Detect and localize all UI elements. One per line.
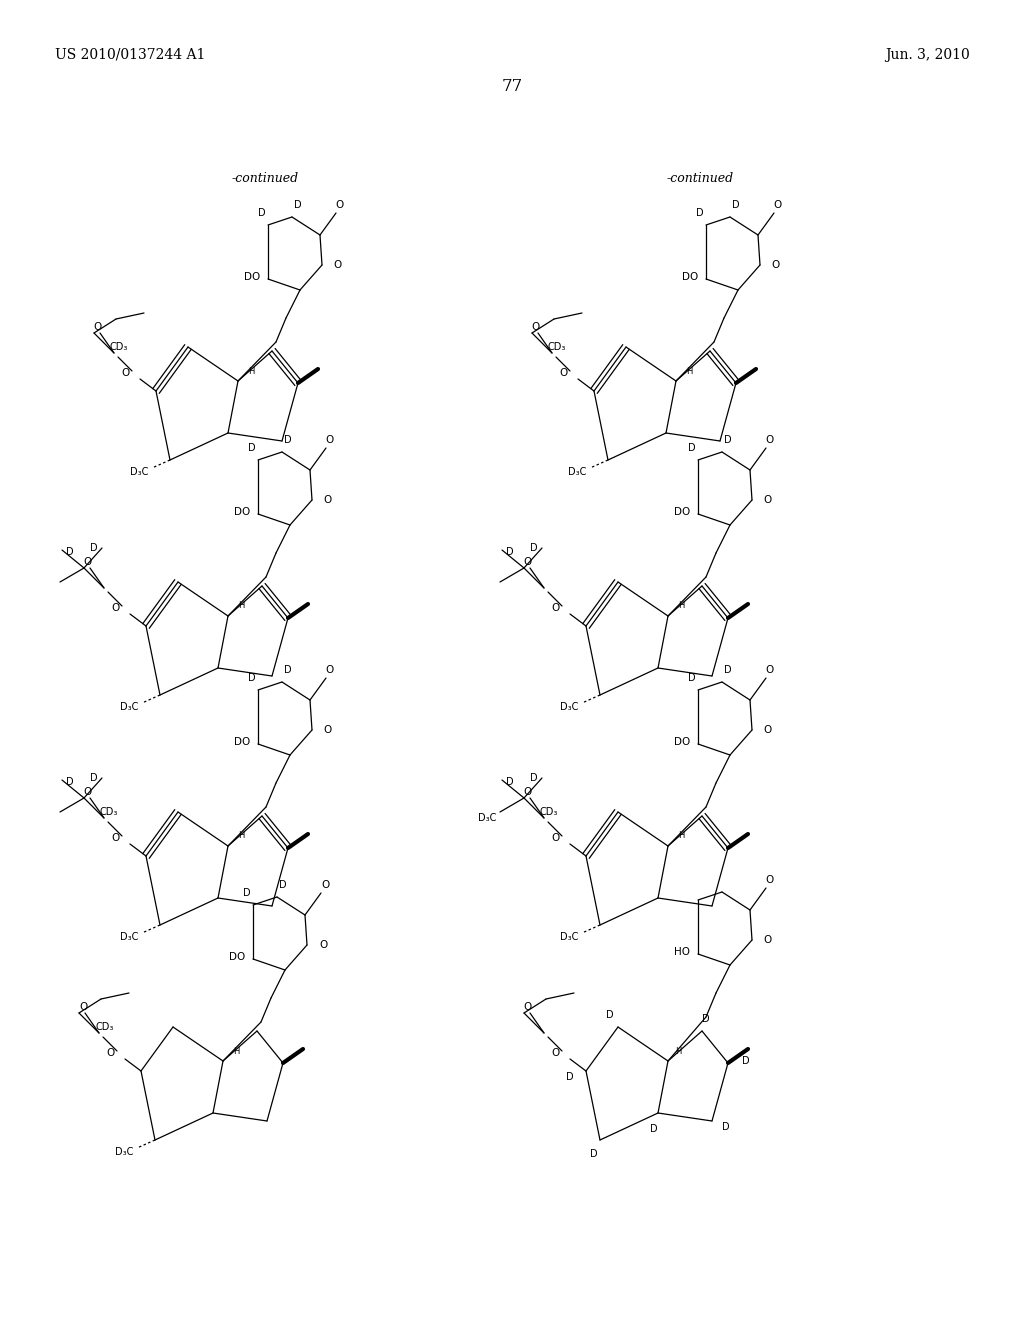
Text: H: H <box>686 367 692 375</box>
Text: CD₃: CD₃ <box>100 807 119 817</box>
Text: D: D <box>530 543 538 553</box>
Text: D: D <box>606 1010 613 1020</box>
Text: O: O <box>552 833 560 843</box>
Text: DO: DO <box>674 507 690 517</box>
Text: D₃C: D₃C <box>115 1147 133 1158</box>
Text: D: D <box>724 665 732 675</box>
Text: H: H <box>238 832 245 841</box>
Text: CD₃: CD₃ <box>110 342 128 352</box>
Text: O: O <box>531 322 540 333</box>
Text: D₃C: D₃C <box>560 702 578 711</box>
Text: D: D <box>702 1014 710 1024</box>
Text: D₃C: D₃C <box>130 467 148 477</box>
Text: O: O <box>321 880 329 890</box>
Text: D: D <box>724 436 732 445</box>
Text: D: D <box>732 201 739 210</box>
Text: H: H <box>678 602 684 610</box>
Text: O: O <box>324 495 332 506</box>
Text: CD₃: CD₃ <box>540 807 558 817</box>
Text: O: O <box>84 557 92 568</box>
Text: HO: HO <box>674 946 690 957</box>
Text: DO: DO <box>233 507 250 517</box>
Text: O: O <box>524 1002 532 1012</box>
Text: O: O <box>94 322 102 333</box>
Text: DO: DO <box>233 737 250 747</box>
Text: DO: DO <box>682 272 698 282</box>
Text: D: D <box>67 777 74 787</box>
Text: CD₃: CD₃ <box>548 342 566 352</box>
Text: -continued: -continued <box>667 172 733 185</box>
Text: O: O <box>324 725 332 735</box>
Text: O: O <box>326 436 334 445</box>
Text: O: O <box>560 368 568 378</box>
Text: O: O <box>318 940 327 950</box>
Text: O: O <box>112 603 120 612</box>
Text: D: D <box>696 209 703 218</box>
Text: H: H <box>248 367 254 375</box>
Text: O: O <box>774 201 782 210</box>
Text: O: O <box>106 1048 115 1059</box>
Text: O: O <box>766 875 774 884</box>
Text: H: H <box>678 832 684 841</box>
Text: D₃C: D₃C <box>477 813 496 822</box>
Text: D: D <box>742 1056 750 1067</box>
Text: O: O <box>552 603 560 612</box>
Text: O: O <box>764 935 772 945</box>
Text: O: O <box>84 787 92 797</box>
Text: D: D <box>248 673 256 682</box>
Text: O: O <box>764 725 772 735</box>
Text: Jun. 3, 2010: Jun. 3, 2010 <box>886 48 970 62</box>
Text: D: D <box>688 444 696 453</box>
Text: O: O <box>122 368 130 378</box>
Text: O: O <box>334 260 342 271</box>
Text: D₃C: D₃C <box>560 932 578 942</box>
Text: D: D <box>722 1122 730 1133</box>
Text: D: D <box>285 665 292 675</box>
Text: D: D <box>90 543 98 553</box>
Text: O: O <box>79 1002 87 1012</box>
Text: D₃C: D₃C <box>567 467 586 477</box>
Text: D: D <box>280 880 287 890</box>
Text: O: O <box>772 260 780 271</box>
Text: D: D <box>90 774 98 783</box>
Text: O: O <box>764 495 772 506</box>
Text: O: O <box>552 1048 560 1059</box>
Text: -continued: -continued <box>231 172 299 185</box>
Text: D₃C: D₃C <box>120 702 138 711</box>
Text: D: D <box>688 673 696 682</box>
Text: O: O <box>326 665 334 675</box>
Text: O: O <box>112 833 120 843</box>
Text: D: D <box>243 888 251 898</box>
Text: H: H <box>233 1047 240 1056</box>
Text: D: D <box>67 546 74 557</box>
Text: DO: DO <box>228 952 245 962</box>
Text: O: O <box>766 436 774 445</box>
Text: O: O <box>336 201 344 210</box>
Text: 77: 77 <box>502 78 522 95</box>
Text: CD₃: CD₃ <box>95 1022 114 1032</box>
Text: O: O <box>766 665 774 675</box>
Text: O: O <box>524 557 532 568</box>
Text: D: D <box>294 201 302 210</box>
Text: D: D <box>285 436 292 445</box>
Text: DO: DO <box>674 737 690 747</box>
Text: D: D <box>506 777 514 787</box>
Text: H: H <box>675 1047 681 1056</box>
Text: D: D <box>530 774 538 783</box>
Text: D: D <box>258 209 266 218</box>
Text: D: D <box>248 444 256 453</box>
Text: D: D <box>590 1148 598 1159</box>
Text: D: D <box>506 546 514 557</box>
Text: O: O <box>524 787 532 797</box>
Text: H: H <box>238 602 245 610</box>
Text: D: D <box>650 1125 657 1134</box>
Text: D₃C: D₃C <box>120 932 138 942</box>
Text: DO: DO <box>244 272 260 282</box>
Text: US 2010/0137244 A1: US 2010/0137244 A1 <box>55 48 206 62</box>
Text: D: D <box>566 1072 573 1082</box>
